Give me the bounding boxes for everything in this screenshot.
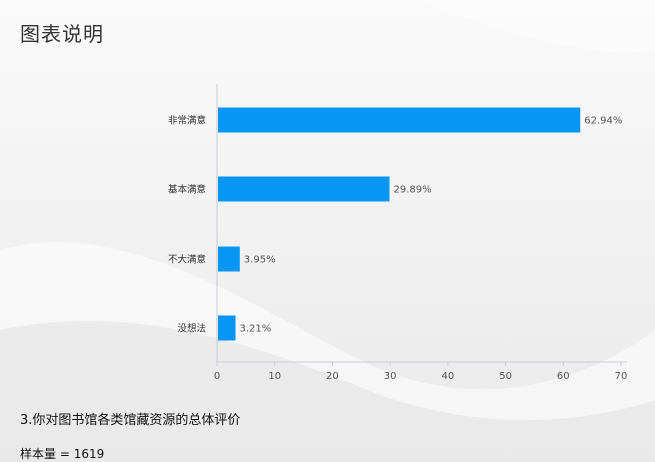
x-tick-label: 60 [557,371,570,382]
x-tick-label: 40 [441,371,454,382]
page-title: 图表说明 [20,22,104,46]
category-label: 基本满意 [168,184,206,196]
x-tick-label: 10 [268,371,281,382]
sample-size-equals: = [56,447,74,461]
data-label: 3.95% [244,255,276,266]
x-tick-label: 20 [326,371,339,382]
data-label: 62.94% [584,116,622,127]
bar [218,176,390,202]
bar [218,107,581,133]
category-label: 不大满意 [168,254,206,266]
bar [218,246,240,272]
category-label: 没想法 [177,323,206,335]
sample-size-value: 1619 [73,447,105,461]
x-tick-label: 30 [384,371,397,382]
x-tick-label: 0 [214,371,220,382]
x-tick-label: 50 [499,371,512,382]
data-label: 3.21% [240,324,272,335]
x-tick-label: 70 [615,371,628,382]
question-title: 3.你对图书馆各类馆藏资源的总体评价 [20,413,241,428]
sample-size-label: 样本量 [20,447,57,461]
data-label: 29.89% [394,185,432,196]
bar [218,315,236,341]
sample-size-line: 样本量 = 1619 [20,445,104,462]
category-label: 非常满意 [168,115,206,127]
